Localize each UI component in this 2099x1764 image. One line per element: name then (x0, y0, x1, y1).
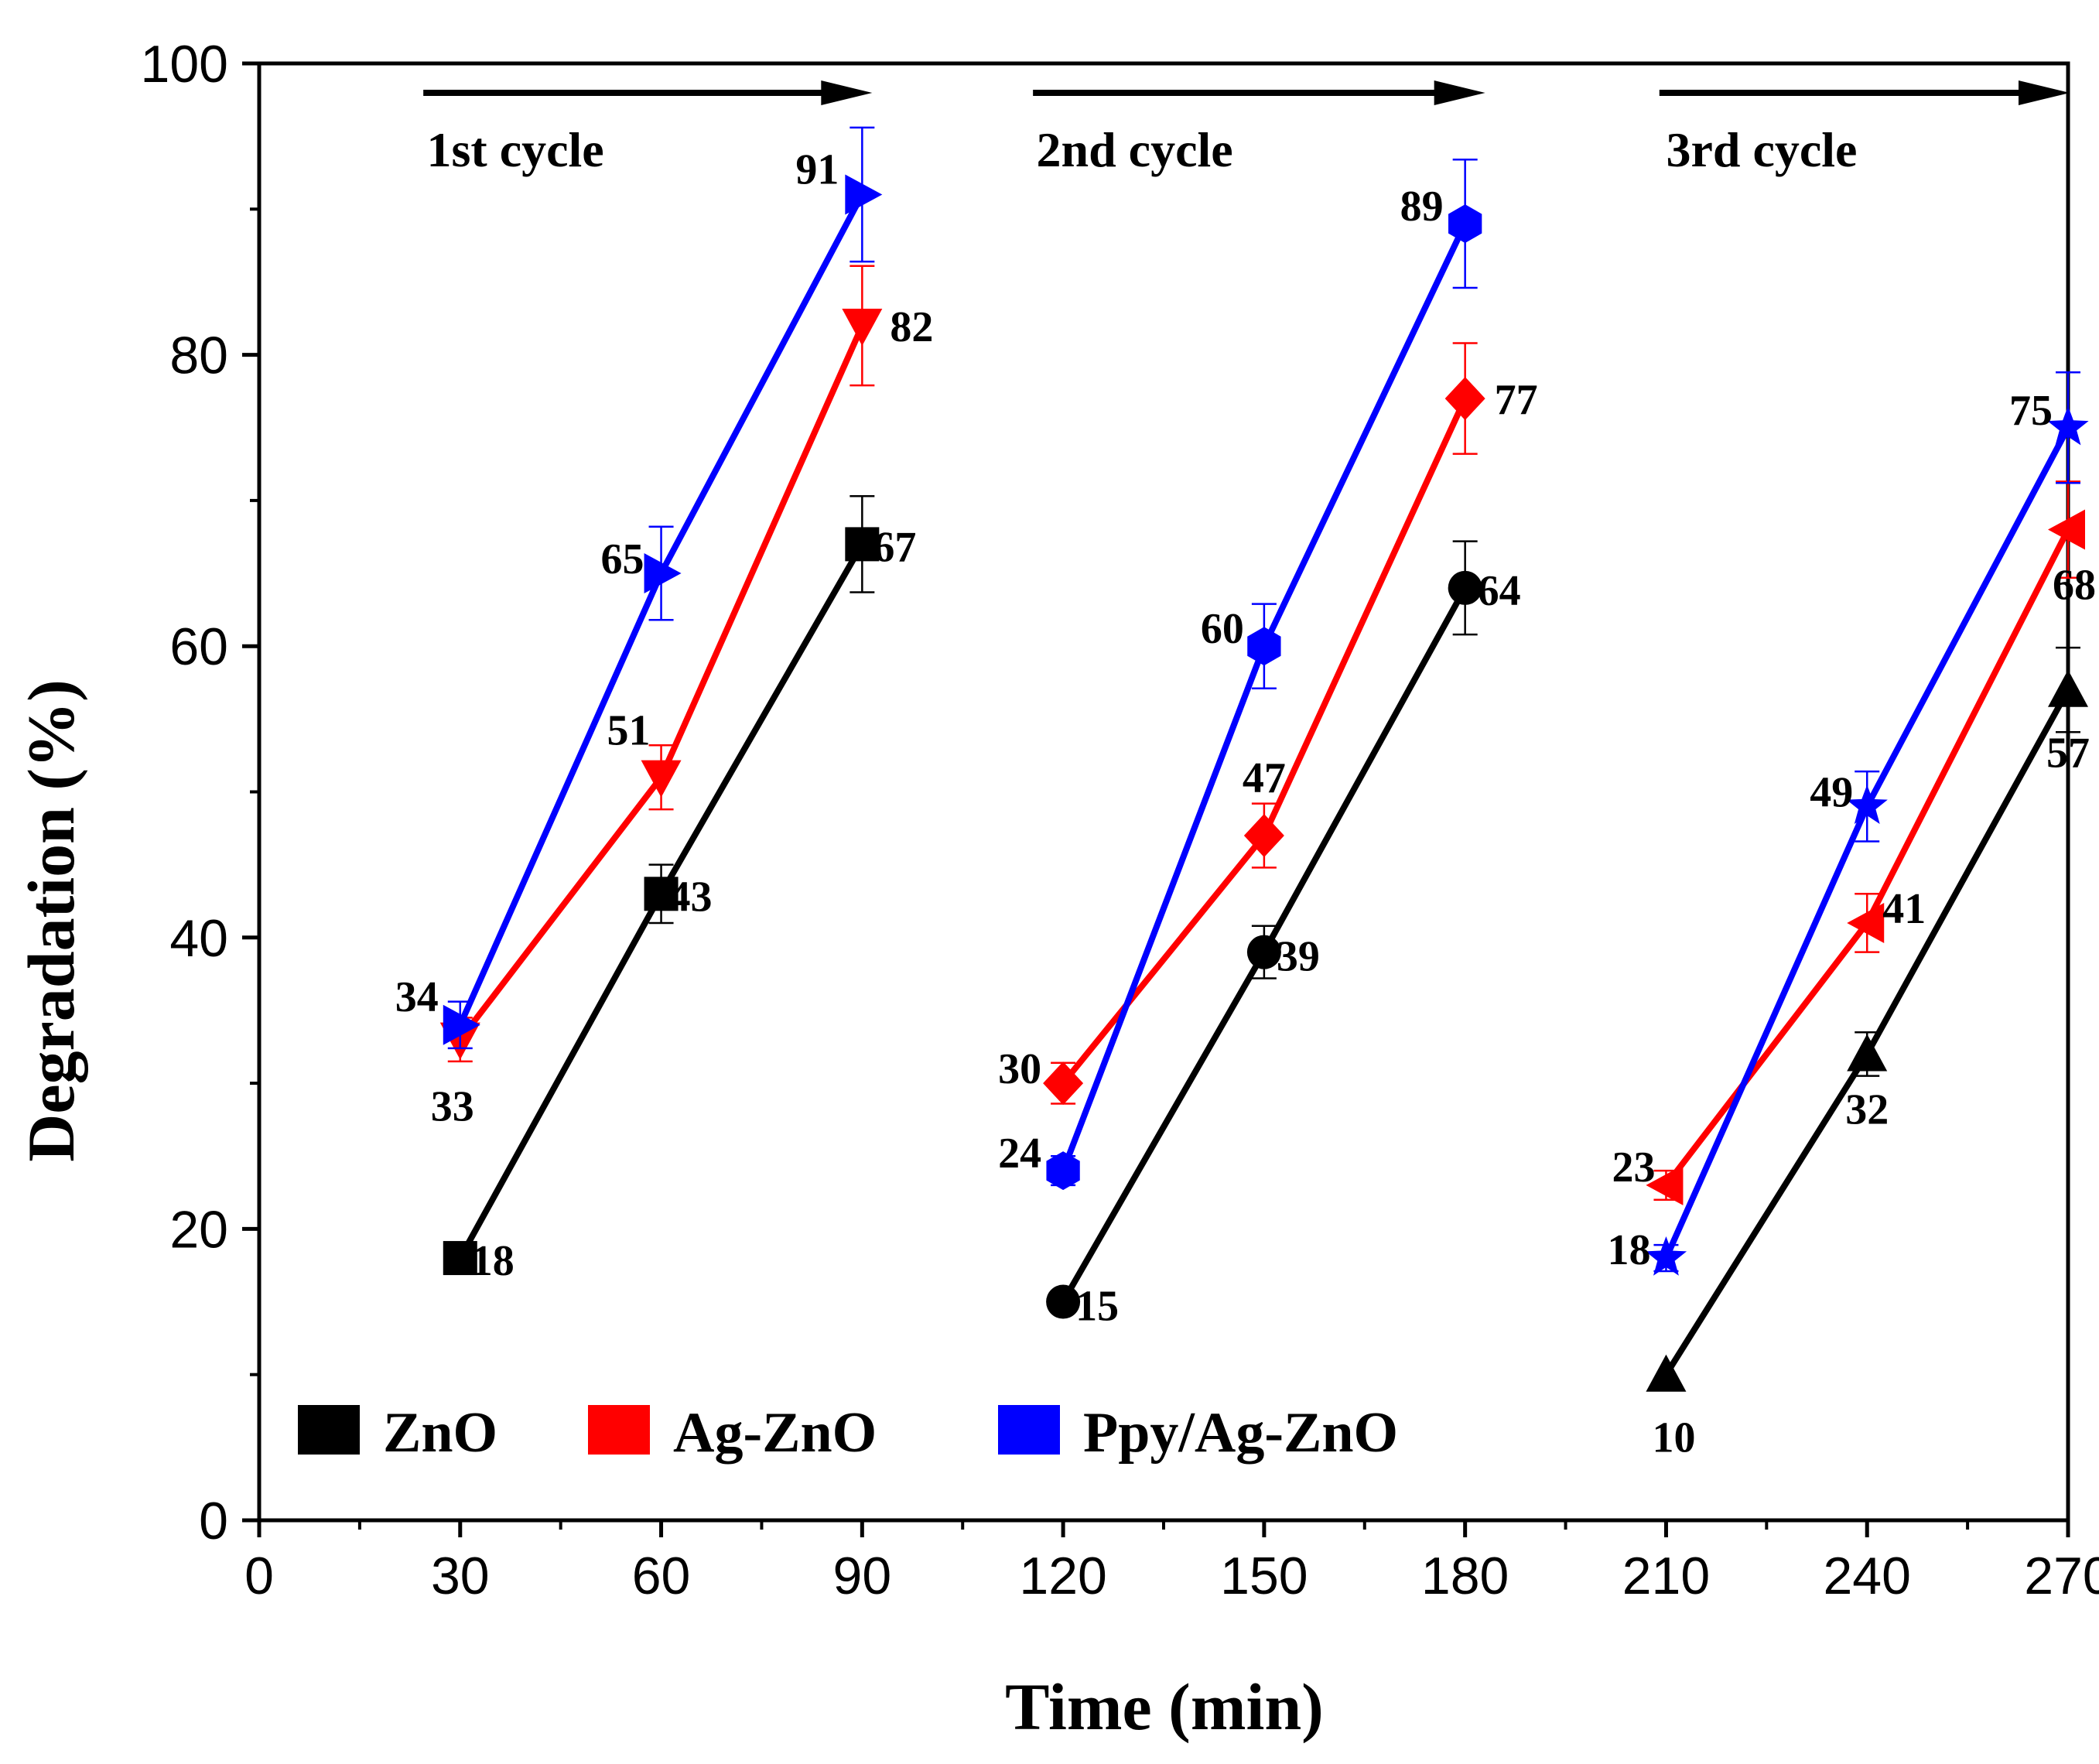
legend-swatch (998, 1405, 1060, 1455)
data-value-label: 30 (998, 1045, 1041, 1093)
data-point (1448, 204, 1482, 244)
data-value-label: 57 (2046, 730, 2090, 778)
cycle-label: 1st cycle (426, 122, 603, 177)
data-point (2048, 509, 2085, 550)
data-value-label: 75 (2009, 387, 2053, 435)
x-tick-label: 240 (1823, 1547, 1910, 1605)
y-axis-title: Degradation (%) (14, 679, 88, 1161)
y-tick-label: 80 (169, 326, 228, 385)
data-point (1444, 377, 1485, 421)
series-line (1061, 397, 1468, 1085)
series-line (457, 324, 865, 1042)
x-tick-label: 0 (244, 1547, 274, 1605)
legend-label: ZnO (383, 1401, 497, 1465)
data-value-label: 91 (795, 145, 839, 193)
data-value-label: 41 (1882, 885, 1926, 933)
legend-label: Ppy/Ag-ZnO (1083, 1401, 1398, 1465)
legend-swatch (588, 1405, 650, 1455)
data-value-label: 68 (2053, 562, 2096, 610)
plot-border (257, 61, 2070, 1523)
legend: ZnO Ag-ZnO Ppy/Ag-ZnO (298, 1401, 1398, 1465)
data-value-label: 10 (1652, 1414, 1695, 1462)
y-tick-label: 0 (199, 1492, 228, 1550)
data-value-label: 18 (1607, 1226, 1650, 1274)
data-point (644, 877, 679, 911)
data-value-label: 51 (607, 707, 651, 755)
y-tick-label: 40 (169, 909, 228, 968)
data-point (1448, 570, 1482, 605)
x-tick-label: 90 (833, 1547, 892, 1605)
cycle-arrow-head (821, 80, 873, 105)
data-point (1645, 1236, 1687, 1276)
cycle-label: 2nd cycle (1036, 122, 1232, 177)
data-value-label: 64 (1478, 567, 1521, 615)
data-point (842, 308, 883, 346)
data-point (1243, 813, 1284, 857)
plot-frame (257, 61, 2070, 1523)
data-point (443, 1004, 480, 1045)
data-value-label: 60 (1201, 605, 1244, 653)
legend-swatch (298, 1405, 360, 1455)
data-value-label: 77 (1495, 376, 1538, 424)
x-tick-label: 150 (1220, 1547, 1308, 1605)
data-point (1847, 1034, 1888, 1072)
data-point (2047, 405, 2089, 446)
data-value-label: 49 (1810, 768, 1853, 816)
x-tick-label: 270 (2024, 1547, 2099, 1605)
data-point (443, 1241, 477, 1276)
data-point (1246, 935, 1281, 969)
data-value-label: 15 (1075, 1283, 1119, 1331)
series-layer (439, 126, 2089, 1392)
data-value-label: 18 (471, 1237, 514, 1285)
data-labels: 18 43 67 15 39 64 10 32 57 33 51 82 30 47 77 23 41 68 34 65… (395, 145, 2096, 1461)
data-value-label: 89 (1400, 183, 1444, 231)
cycle-arrows: 1st cycle 2nd cycle 3rd cycle (423, 80, 2070, 177)
data-point (1646, 1354, 1687, 1392)
data-point (1247, 627, 1281, 666)
y-tick-label: 60 (169, 617, 228, 676)
data-value-label: 23 (1612, 1144, 1655, 1191)
x-tick-label: 210 (1622, 1547, 1710, 1605)
data-value-label: 67 (873, 523, 916, 571)
data-value-label: 24 (998, 1130, 1041, 1178)
cycle-label: 3rd cycle (1666, 122, 1857, 177)
data-value-label: 82 (890, 303, 933, 351)
data-value-label: 34 (395, 973, 439, 1021)
data-value-label: 43 (669, 873, 713, 921)
data-point (1847, 902, 1885, 943)
data-value-label: 47 (1243, 754, 1286, 802)
data-value-label: 33 (431, 1083, 474, 1131)
cycle-arrow-head (1434, 80, 1485, 105)
data-point (1046, 1151, 1080, 1191)
data-value-label: 39 (1277, 933, 1320, 981)
data-point (2048, 669, 2088, 707)
x-tick-label: 120 (1019, 1547, 1106, 1605)
data-point (845, 174, 883, 215)
y-tick-label: 20 (169, 1200, 228, 1259)
cycle-arrow-head (2019, 80, 2070, 105)
data-point (644, 553, 682, 594)
x-tick-label: 30 (431, 1547, 490, 1605)
legend-label: Ag-ZnO (673, 1401, 877, 1465)
axis-ticks: 0 30 60 90 120 150 180 210 240 270 0 20 40 60 80 100 (141, 35, 2099, 1605)
x-tick-label: 180 (1421, 1547, 1509, 1605)
x-axis-title: Time (min) (1005, 1670, 1324, 1744)
data-value-label: 65 (601, 535, 644, 583)
data-point (1046, 1284, 1081, 1319)
data-point (845, 527, 880, 562)
data-value-label: 32 (1845, 1085, 1889, 1133)
data-point (1646, 1164, 1684, 1205)
data-point (1043, 1061, 1084, 1106)
data-point (641, 760, 682, 798)
x-tick-label: 60 (632, 1547, 691, 1605)
data-point (1846, 785, 1888, 824)
y-tick-label: 100 (141, 35, 228, 94)
